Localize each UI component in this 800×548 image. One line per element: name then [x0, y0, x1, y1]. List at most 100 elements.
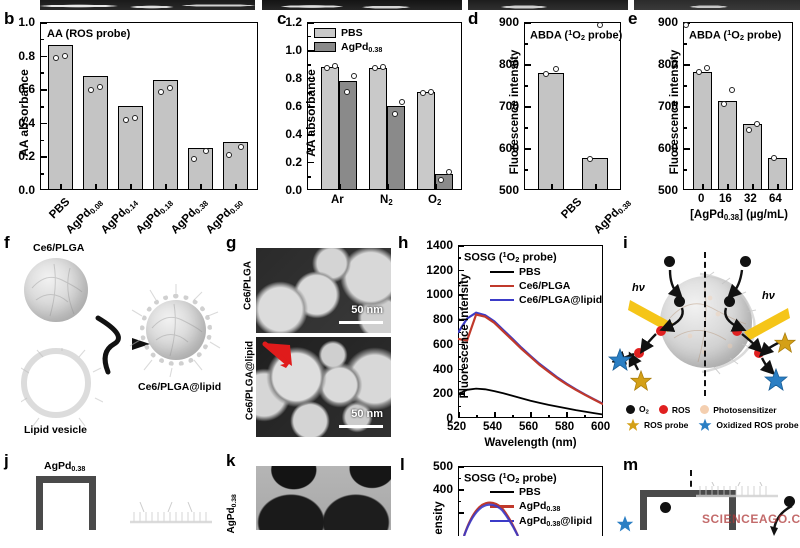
data-point: [399, 99, 405, 106]
panel-h-ytick-600: 600: [432, 336, 453, 351]
red-arrow-icon: [262, 341, 292, 368]
tick: [307, 64, 311, 66]
panel-l-legend: PBS AgPd0.38 AgPd0.38@lipid: [490, 486, 592, 530]
tick: [307, 148, 311, 150]
bar-e-32: [743, 124, 762, 190]
tem-strip-top-1: [40, 0, 255, 10]
legend-label-oxidized-ros-probe: Oxidized ROS probe: [716, 420, 799, 431]
tick: [458, 489, 464, 491]
tick: [339, 184, 341, 190]
panel-m-schematic: [616, 470, 800, 536]
tick: [494, 412, 496, 418]
legend-icon-oxidized-ros-probe: [698, 419, 712, 432]
data-point: [754, 121, 760, 128]
tick: [307, 50, 314, 52]
tick: [40, 55, 47, 58]
tick: [524, 148, 531, 150]
legend-label-photosensitizer: Photosensitizer: [713, 404, 777, 415]
tem-image-agpd: [256, 466, 391, 530]
tem-strip-top-2: [262, 0, 462, 10]
data-point: [696, 69, 702, 76]
panel-i-legend: O2 ROS Photosensitizer ROS probe Oxidize…: [626, 404, 800, 432]
panel-b-plot: AA (ROS probe) 1.0 0.8 0.6 0.4 0.2 0.0: [18, 15, 258, 197]
panel-d-ylabel: Fluorescence intensity: [509, 49, 521, 175]
data-point: [332, 63, 338, 70]
tick: [683, 64, 690, 66]
panel-h-plot: SOSG (1O2 probe) PBS Ce6/PLGA Ce6/PLGA@l…: [426, 238, 603, 425]
ros-probe-star-right: [774, 332, 796, 354]
tick: [40, 22, 47, 24]
panel-f-label-vesicle: Lipid vesicle: [24, 424, 88, 436]
lipid-corona-ring: [140, 294, 212, 366]
panel-l-inlabel: SOSG (1O2 probe): [464, 471, 557, 486]
panel-d-ytick-700: 700: [498, 99, 519, 113]
panel-l-plot: SOSG (1O2 probe) PBS AgPd0.38 AgPd0.38@l…: [433, 459, 603, 536]
panel-c-ytick-1.0: 1.0: [285, 43, 302, 57]
tick: [307, 22, 314, 24]
tick: [458, 282, 461, 284]
tick: [40, 72, 44, 74]
legend-line-l-agpdlipid: [490, 519, 514, 523]
panel-b-ytick-0.8: 0.8: [18, 48, 35, 63]
xtick-label-e-32: 32: [744, 193, 757, 205]
polymer-network-icon: [31, 263, 83, 317]
lipid-tails-icon: [129, 284, 221, 378]
panel-d-ytick-800: 800: [498, 57, 519, 71]
tick: [458, 466, 464, 468]
legend-label-l-pbs: PBS: [519, 486, 541, 498]
panel-h-xtick-540: 540: [483, 421, 503, 433]
tick: [458, 405, 461, 408]
panel-h-xtick-560: 560: [519, 421, 539, 433]
tick: [40, 106, 44, 108]
tick: [307, 106, 314, 108]
panel-h-xtick-580: 580: [555, 421, 575, 433]
figure-canvas: b AA (ROS probe) 1.0 0.8 0.6 0.4 0.2 0.0: [4, 0, 800, 536]
legend-label-ros: ROS: [671, 404, 691, 415]
legend-icon-ros: [658, 405, 668, 415]
panel-letter-c: c: [277, 9, 287, 28]
tick: [683, 85, 687, 87]
data-point: [446, 169, 452, 176]
panel-h-xtick-520: 520: [447, 421, 467, 433]
data-point: [771, 155, 777, 162]
bar-ar-pbs: [321, 66, 339, 190]
legend-line-l-pbs: [490, 490, 514, 494]
tick: [458, 412, 460, 418]
legend-line-pbs: [490, 270, 514, 274]
scalebar-label-2: 50 nm: [351, 408, 383, 420]
panel-letter-b: b: [4, 9, 15, 28]
legend-label-h-pbs: PBS: [519, 266, 541, 278]
oxidized-ros-probe-star-m: [616, 515, 634, 532]
panel-h-xtick-600: 600: [591, 421, 611, 433]
curve-l-agpd-lipid: [462, 503, 519, 536]
xtick-label-n2: N2: [380, 194, 393, 207]
data-point: [191, 155, 197, 162]
tick: [752, 184, 754, 190]
data-point: [88, 86, 94, 93]
panel-i-divider: [704, 252, 706, 396]
legend-label-h-ce6lipid: Ce6/PLGA@lipid: [519, 294, 603, 306]
panel-h-ytick-0: 0: [446, 411, 453, 425]
bar-e-16: [718, 100, 737, 190]
panel-b-ytick-0.2: 0.2: [18, 149, 35, 164]
tick: [40, 173, 44, 175]
panel-h-ytick-1400: 1400: [426, 238, 453, 252]
tem-strip-top-3: [468, 0, 628, 10]
tick: [530, 412, 532, 418]
data-point: [324, 64, 330, 71]
tick: [458, 500, 461, 503]
data-point: [158, 88, 164, 95]
panel-h-ytick-400: 400: [432, 361, 453, 376]
tick: [683, 169, 687, 171]
panel-i-schematic: hν hν: [608, 248, 800, 398]
o2-particle: [664, 256, 675, 267]
bar-n2-pbs: [369, 67, 387, 190]
tick: [683, 188, 690, 190]
panel-e-ytick-700: 700: [657, 99, 678, 113]
tick: [458, 393, 464, 395]
tem-image-ce6plga-lipid: 50 nm: [256, 337, 391, 437]
legend-item-l-agpdlipid: AgPd0.38@lipid: [490, 515, 592, 528]
panel-e-ylabel: Fluorescence intensity: [669, 49, 681, 175]
data-point: [167, 85, 173, 92]
lipid-tails-icon: [21, 348, 103, 430]
